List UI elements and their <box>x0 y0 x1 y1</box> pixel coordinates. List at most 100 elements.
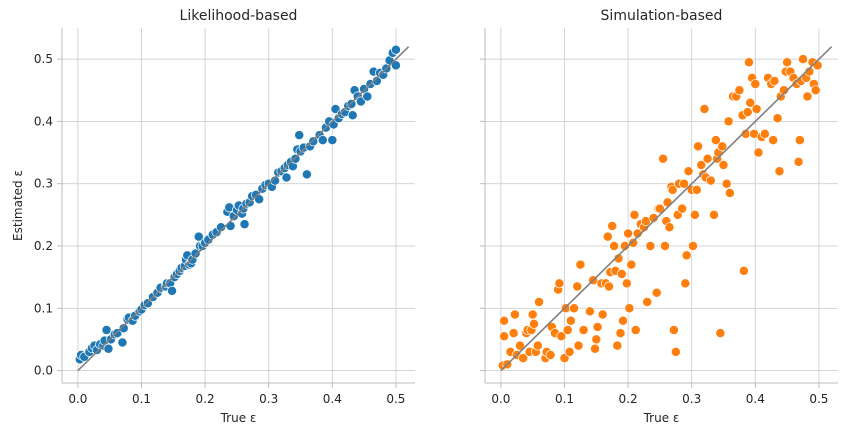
x-tick-label: 0.4 <box>746 392 765 406</box>
data-point <box>632 228 643 239</box>
data-point <box>812 60 823 71</box>
x-tick-label: 0.2 <box>619 392 638 406</box>
data-point <box>689 209 700 220</box>
data-point <box>667 184 678 195</box>
data-point <box>709 209 719 220</box>
x-tick-label: 0.1 <box>555 392 574 406</box>
data-point <box>794 135 805 146</box>
data-point <box>117 337 128 348</box>
data-point <box>705 175 716 186</box>
x-tick-label: 0.4 <box>323 392 342 406</box>
data-point <box>710 135 721 146</box>
y-tick-label: 0.2 <box>34 239 53 253</box>
data-point <box>699 104 710 114</box>
data-point <box>623 228 634 239</box>
data-point <box>680 278 691 289</box>
chart-title: Simulation-based <box>601 8 723 24</box>
y-tick-label: 0.5 <box>34 52 53 66</box>
data-point <box>591 334 602 345</box>
data-point <box>499 331 510 342</box>
data-point <box>390 60 401 71</box>
data-point <box>718 160 729 170</box>
data-point <box>628 237 639 248</box>
x-tick-label: 0.2 <box>196 392 215 406</box>
data-point <box>744 57 754 68</box>
data-point <box>691 184 702 195</box>
data-point <box>688 241 698 251</box>
data-point <box>103 343 114 354</box>
data-point <box>390 44 401 55</box>
data-point <box>696 160 707 170</box>
data-point <box>308 136 319 147</box>
data-point <box>565 315 576 326</box>
data-point <box>660 241 670 251</box>
data-point <box>772 113 783 124</box>
data-point <box>793 156 804 167</box>
chart-title: Likelihood-based <box>180 8 298 24</box>
data-point <box>774 166 785 177</box>
data-point <box>654 203 665 214</box>
data-point <box>662 197 673 208</box>
data-point <box>670 346 681 357</box>
data-point <box>545 350 556 360</box>
data-point <box>723 116 734 127</box>
data-point <box>798 54 808 65</box>
data-point <box>778 85 789 96</box>
data-point <box>738 265 749 276</box>
data-point <box>499 315 510 326</box>
x-axis-label: True ε <box>643 411 680 425</box>
x-tick-label: 0.3 <box>682 392 701 406</box>
data-point <box>742 107 753 118</box>
data-point <box>642 297 653 307</box>
y-tick-label: 0.3 <box>34 177 53 191</box>
data-point <box>532 340 543 351</box>
data-point <box>562 325 573 336</box>
data-point <box>664 222 675 233</box>
data-point <box>317 135 328 146</box>
data-point <box>101 325 112 336</box>
data-point <box>616 269 627 279</box>
y-axis-label: Estimated ε <box>11 170 25 241</box>
data-point <box>629 209 640 220</box>
data-point <box>607 221 618 232</box>
data-point <box>167 285 177 296</box>
data-point <box>515 340 525 351</box>
data-point <box>769 75 780 86</box>
data-point <box>717 141 728 152</box>
data-point <box>750 79 761 90</box>
data-point <box>721 178 732 189</box>
x-tick-label: 0.1 <box>132 392 151 406</box>
data-point <box>630 325 641 336</box>
data-point <box>734 85 745 96</box>
data-point <box>509 309 520 320</box>
y-tick-label: 0.4 <box>34 114 53 128</box>
data-point <box>810 85 821 96</box>
data-point <box>590 343 600 354</box>
data-point <box>556 331 567 342</box>
data-point <box>560 303 571 314</box>
data-point <box>804 66 815 77</box>
x-tick-label: 0.0 <box>68 392 87 406</box>
data-point <box>715 328 726 339</box>
data-point <box>554 278 565 289</box>
data-point <box>573 340 584 351</box>
data-point <box>508 328 519 339</box>
data-point <box>615 328 626 339</box>
data-point <box>609 241 620 251</box>
data-point <box>679 178 690 189</box>
x-axis-label: True ε <box>220 411 257 425</box>
data-point <box>624 303 635 314</box>
data-point <box>529 318 539 329</box>
x-tick-label: 0.0 <box>491 392 510 406</box>
data-point <box>612 340 623 351</box>
x-tick-label: 0.5 <box>386 392 405 406</box>
data-point <box>190 248 201 259</box>
data-point <box>668 325 679 336</box>
data-point <box>216 222 226 233</box>
data-point <box>745 97 756 108</box>
data-point <box>301 169 312 180</box>
data-point <box>604 281 614 292</box>
data-point <box>362 91 373 102</box>
data-point <box>802 91 813 102</box>
